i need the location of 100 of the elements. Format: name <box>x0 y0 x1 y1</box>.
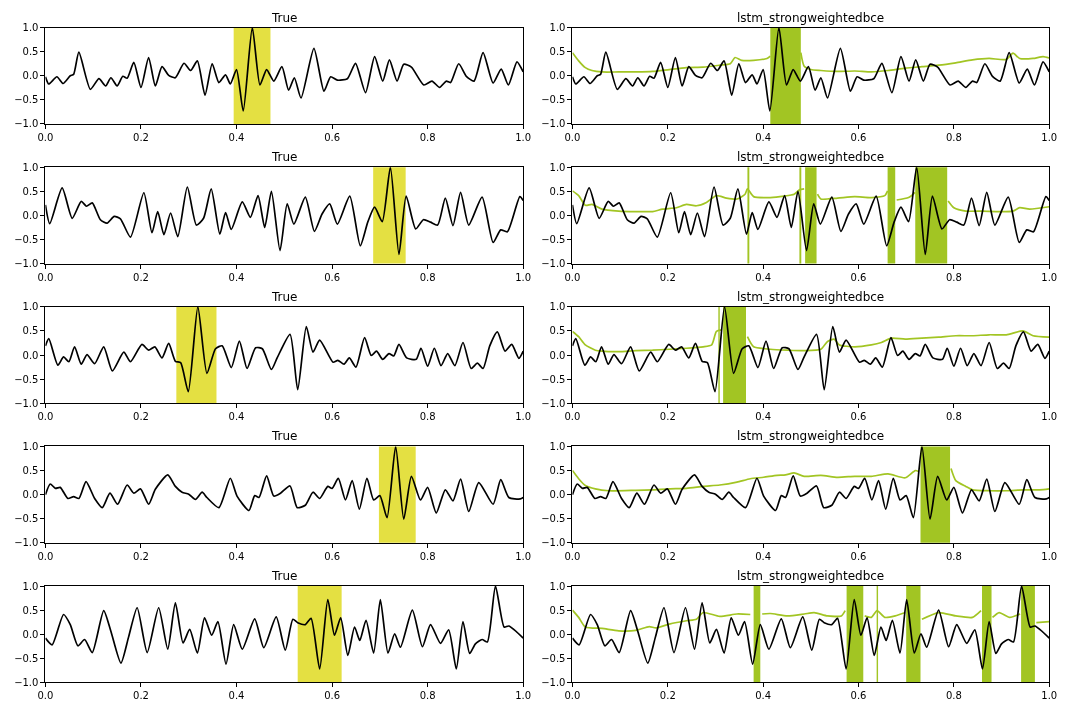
y-tick-label: 0.5 <box>549 325 566 337</box>
y-tick-label: −0.5 <box>541 513 566 525</box>
y-tick-label: 0.5 <box>549 46 566 58</box>
y-tick-label: 0.5 <box>549 185 566 197</box>
y-tick-label: 0.5 <box>22 465 39 477</box>
y-tick-label: 0.5 <box>22 185 39 197</box>
x-tick-label: 0.8 <box>419 690 436 702</box>
y-tick-label: −1.0 <box>541 118 566 130</box>
y-tick-label: 0.0 <box>22 209 39 221</box>
y-tick-label: −1.0 <box>541 397 566 409</box>
x-tick-label: 0.2 <box>659 131 676 143</box>
x-tick-label: 0.2 <box>133 550 149 562</box>
x-tick-label: 0.4 <box>755 550 772 562</box>
y-tick-label: −0.5 <box>541 373 566 385</box>
x-tick-label: 0.8 <box>945 690 962 702</box>
x-tick-label: 0.0 <box>37 131 54 143</box>
y-tick-label: −0.5 <box>14 234 39 245</box>
y-tick-label: 0.5 <box>549 604 566 616</box>
x-tick-label: 0.2 <box>659 690 676 702</box>
x-tick-label: 0.2 <box>133 271 149 283</box>
x-tick-label: 0.2 <box>659 550 676 562</box>
x-tick-label: 1.0 <box>515 271 532 283</box>
y-tick-label: −1.0 <box>14 118 39 130</box>
y-tick-label: −0.5 <box>541 652 566 664</box>
y-tick-label: 0.5 <box>22 325 39 337</box>
y-tick-label: 0.0 <box>549 628 566 640</box>
x-tick-label: 0.8 <box>945 131 962 143</box>
x-tick-label: 1.0 <box>1041 411 1058 423</box>
y-tick-label: 1.0 <box>22 301 39 313</box>
chart-title: True <box>271 569 298 583</box>
x-tick-label: 0.8 <box>419 550 436 562</box>
x-tick-label: 1.0 <box>515 131 532 143</box>
x-tick-label: 0.4 <box>228 411 245 423</box>
x-tick-label: 0.6 <box>324 271 341 283</box>
y-tick-label: 0.0 <box>549 349 566 361</box>
y-tick-label: −0.5 <box>14 652 39 664</box>
x-tick-label: 0.2 <box>659 411 676 423</box>
y-tick-label: −0.5 <box>14 373 39 385</box>
x-tick-label: 0.0 <box>37 550 54 562</box>
y-tick-label: −1.0 <box>14 676 39 688</box>
x-tick-label: 0.6 <box>850 271 867 283</box>
y-tick-label: 0.0 <box>549 209 566 221</box>
chart-title: lstm_strongweightedbce <box>737 11 885 25</box>
x-tick-label: 0.6 <box>324 550 341 562</box>
x-tick-label: 0.2 <box>133 411 149 423</box>
chart-title: lstm_strongweightedbce <box>737 290 885 304</box>
y-tick-label: −1.0 <box>14 397 39 409</box>
x-tick-label: 0.8 <box>419 271 436 283</box>
y-tick-label: 1.0 <box>549 301 566 313</box>
y-tick-label: 1.0 <box>22 22 39 34</box>
y-tick-label: 1.0 <box>549 580 566 592</box>
x-tick-label: 0.2 <box>659 271 676 283</box>
x-tick-label: 0.4 <box>228 271 245 283</box>
y-tick-label: 1.0 <box>549 440 566 452</box>
x-tick-label: 0.6 <box>850 690 867 702</box>
y-tick-label: 0.0 <box>549 70 566 82</box>
y-tick-label: −1.0 <box>14 258 39 270</box>
x-tick-label: 0.6 <box>850 131 867 143</box>
y-tick-label: 0.0 <box>22 489 39 501</box>
x-tick-label: 0.0 <box>37 690 54 702</box>
x-tick-label: 0.4 <box>228 690 245 702</box>
x-tick-label: 0.0 <box>564 131 581 143</box>
x-tick-label: 1.0 <box>515 550 532 562</box>
y-tick-label: 0.5 <box>549 465 566 477</box>
x-tick-label: 1.0 <box>1041 550 1058 562</box>
chart-title: True <box>271 11 298 25</box>
x-tick-label: 0.0 <box>37 271 54 283</box>
x-tick-label: 0.0 <box>37 411 54 423</box>
x-tick-label: 0.0 <box>564 411 581 423</box>
x-tick-label: 0.0 <box>564 690 581 702</box>
x-tick-label: 0.8 <box>419 131 436 143</box>
x-tick-label: 0.4 <box>755 271 772 283</box>
x-tick-label: 1.0 <box>1041 131 1058 143</box>
x-tick-label: 0.0 <box>564 271 581 283</box>
y-tick-label: −1.0 <box>14 537 39 549</box>
y-tick-label: −1.0 <box>541 537 566 549</box>
x-tick-label: 0.2 <box>133 131 149 143</box>
chart-title: True <box>271 290 298 304</box>
y-tick-label: 1.0 <box>22 580 39 592</box>
x-tick-label: 1.0 <box>1041 271 1058 283</box>
x-tick-label: 1.0 <box>1041 690 1058 702</box>
x-tick-label: 0.6 <box>324 131 341 143</box>
y-tick-label: 0.0 <box>22 70 39 82</box>
y-tick-label: 1.0 <box>22 161 39 173</box>
x-tick-label: 0.6 <box>324 690 341 702</box>
chart-title: lstm_strongweightedbce <box>737 429 885 443</box>
chart-title: lstm_strongweightedbce <box>737 150 885 164</box>
y-tick-label: 0.0 <box>549 489 566 501</box>
chart-title: lstm_strongweightedbce <box>737 569 885 583</box>
x-tick-label: 1.0 <box>515 411 532 423</box>
x-tick-label: 0.4 <box>755 131 772 143</box>
y-tick-label: −0.5 <box>14 513 39 525</box>
x-tick-label: 0.8 <box>945 411 962 423</box>
chart-title: True <box>271 150 298 164</box>
x-tick-label: 0.4 <box>228 131 245 143</box>
x-tick-label: 0.4 <box>755 411 772 423</box>
y-tick-label: −1.0 <box>541 258 566 270</box>
y-tick-label: −1.0 <box>541 676 566 688</box>
x-tick-label: 1.0 <box>515 690 532 702</box>
y-tick-label: 0.0 <box>22 628 39 640</box>
